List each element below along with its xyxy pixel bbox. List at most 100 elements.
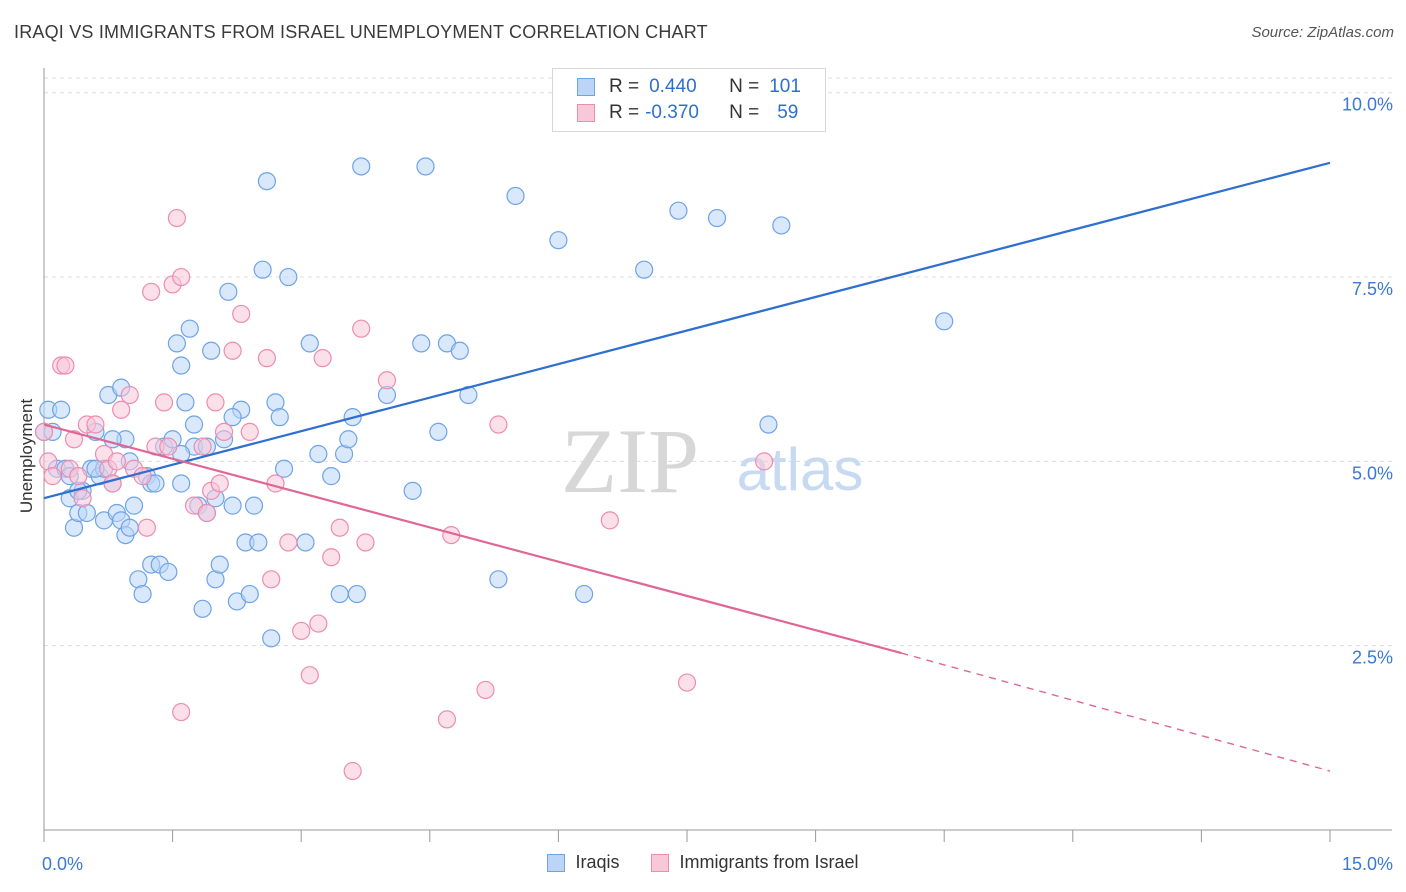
- point-iraqis: [279, 267, 298, 287]
- point-iraqis: [759, 415, 778, 434]
- point-iraqis: [450, 341, 469, 360]
- point-israel: [206, 393, 225, 412]
- point-iraqis: [244, 496, 264, 515]
- r-label: R =: [609, 102, 640, 123]
- legend-swatch-iraqis: [547, 853, 566, 872]
- point-israel: [300, 666, 319, 685]
- point-israel: [356, 533, 375, 552]
- point-israel: [292, 621, 311, 641]
- point-israel: [266, 474, 285, 493]
- point-israel: [154, 393, 174, 412]
- point-iraqis: [172, 356, 191, 375]
- watermark-zip: ZIP: [561, 410, 699, 512]
- stats-row-israel: R = -0.370 N = 59: [577, 101, 798, 125]
- watermark: ZIP atlas: [561, 410, 863, 512]
- x-tick-label: 15.0%: [1342, 854, 1393, 874]
- point-iraqis: [412, 334, 431, 353]
- point-iraqis: [124, 496, 144, 515]
- point-iraqis: [330, 584, 349, 604]
- point-israel: [223, 341, 242, 360]
- legend-label-israel: Immigrants from Israel: [679, 852, 859, 872]
- point-iraqis: [416, 157, 435, 176]
- y-tick-label: 5.0%: [1352, 463, 1393, 483]
- israel-swatch: [577, 104, 595, 122]
- point-iraqis: [296, 533, 315, 552]
- point-israel: [86, 415, 105, 434]
- grid-lines: [44, 77, 1392, 647]
- point-israel: [309, 614, 328, 633]
- point-israel: [34, 422, 54, 441]
- point-israel: [476, 680, 495, 700]
- y-tick-label: 7.5%: [1352, 279, 1393, 299]
- point-israel: [240, 422, 259, 441]
- point-israel: [600, 511, 619, 530]
- point-israel: [69, 467, 88, 486]
- point-israel: [120, 385, 139, 405]
- watermark-atlas: atlas: [737, 436, 864, 503]
- point-iraqis: [772, 216, 791, 235]
- x-tick-label: 0.0%: [42, 854, 83, 874]
- point-iraqis: [347, 584, 367, 604]
- point-iraqis: [159, 562, 178, 582]
- point-israel: [343, 761, 362, 781]
- point-iraqis: [575, 584, 594, 604]
- point-israel: [377, 371, 397, 390]
- point-israel: [489, 415, 508, 434]
- data-points: [34, 157, 954, 781]
- legend-swatch-israel: [651, 853, 670, 872]
- point-israel: [330, 518, 349, 537]
- point-iraqis: [223, 408, 242, 427]
- point-iraqis: [223, 496, 242, 515]
- point-iraqis: [274, 459, 294, 478]
- point-israel: [137, 518, 156, 537]
- stats-legend: R = 0.440 N = 101 R = -0.370 N = 59: [552, 68, 826, 132]
- point-iraqis: [184, 415, 204, 434]
- point-iraqis: [257, 172, 277, 191]
- point-iraqis: [52, 400, 71, 419]
- r-label: R =: [609, 76, 640, 97]
- n-value: 59: [777, 102, 799, 123]
- point-iraqis: [219, 282, 238, 301]
- point-israel: [313, 349, 332, 368]
- point-israel: [159, 437, 178, 456]
- n-value: 101: [769, 76, 801, 97]
- point-israel: [56, 356, 75, 375]
- point-israel: [197, 503, 216, 523]
- point-iraqis: [489, 570, 508, 589]
- point-israel: [352, 319, 371, 338]
- point-iraqis: [176, 393, 195, 412]
- point-iraqis: [669, 201, 688, 220]
- point-iraqis: [210, 555, 229, 574]
- point-iraqis: [339, 430, 358, 449]
- point-iraqis: [120, 518, 139, 537]
- point-iraqis: [322, 467, 341, 486]
- point-israel: [232, 304, 251, 324]
- point-israel: [172, 267, 191, 287]
- point-israel: [64, 430, 84, 449]
- point-iraqis: [193, 599, 212, 618]
- chart-title: IRAQI VS IMMIGRANTS FROM ISRAEL UNEMPLOY…: [14, 22, 708, 42]
- point-iraqis: [249, 533, 268, 552]
- point-iraqis: [180, 319, 199, 338]
- point-israel: [172, 702, 191, 722]
- point-iraqis: [172, 474, 191, 493]
- point-iraqis: [202, 341, 221, 360]
- point-israel: [262, 570, 281, 589]
- point-iraqis: [262, 629, 281, 648]
- source-label: Source: ZipAtlas.com: [1251, 24, 1394, 41]
- n-label: N =: [729, 76, 760, 97]
- point-israel: [437, 710, 457, 729]
- trend-line-israel: [43, 423, 902, 655]
- legend-item-israel[interactable]: Immigrants from Israel: [651, 852, 859, 873]
- point-israel: [279, 533, 298, 552]
- iraqis-swatch: [577, 78, 595, 96]
- point-iraqis: [635, 260, 654, 279]
- stats-row-iraqis: R = 0.440 N = 101: [577, 75, 801, 99]
- r-value: 0.440: [649, 76, 697, 97]
- point-iraqis: [403, 481, 422, 500]
- trend-line-israel-extension: [901, 652, 1331, 772]
- legend-item-iraqis[interactable]: Iraqis: [547, 852, 619, 873]
- point-israel: [112, 400, 131, 419]
- y-tick-label: 2.5%: [1352, 648, 1393, 668]
- point-iraqis: [309, 444, 328, 464]
